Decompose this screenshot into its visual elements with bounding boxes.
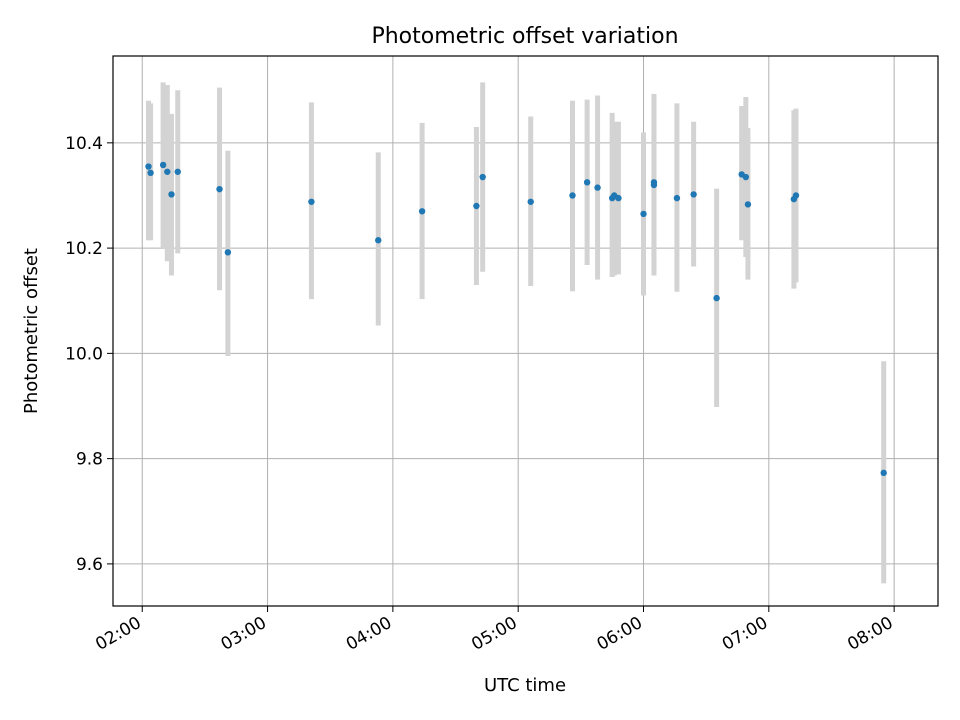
data-point <box>168 191 175 198</box>
data-point <box>673 194 681 202</box>
y-tick-label: 10.2 <box>65 239 103 259</box>
y-tick-label: 10.0 <box>65 344 103 364</box>
data-point <box>880 469 887 477</box>
data-point <box>479 173 486 181</box>
x-axis-label: UTC time <box>484 675 566 696</box>
data-point <box>224 249 232 256</box>
grid <box>113 56 938 606</box>
y-tick-label: 9.8 <box>76 450 103 470</box>
data-point <box>216 185 223 193</box>
data-point <box>792 192 800 199</box>
data-point <box>159 161 167 169</box>
data-point <box>690 191 697 198</box>
y-tick-label: 9.6 <box>76 555 103 575</box>
data-point <box>615 194 622 202</box>
data-point <box>418 208 426 215</box>
data-point <box>640 210 647 218</box>
error-bars <box>146 82 887 584</box>
data-point <box>308 198 315 205</box>
y-axis-label: Photometric offset <box>21 248 42 414</box>
data-point <box>164 168 171 175</box>
data-point <box>583 179 591 186</box>
x-tick-label: 08:00 <box>844 613 896 655</box>
data-point <box>145 163 152 170</box>
data-point <box>527 198 534 205</box>
data-point <box>174 168 181 175</box>
data-point <box>375 237 382 244</box>
x-tick-label: 02:00 <box>92 613 144 655</box>
x-tick-label: 04:00 <box>343 613 395 655</box>
x-tick-label: 07:00 <box>719 613 771 655</box>
x-tick-label: 06:00 <box>594 613 646 655</box>
data-point <box>713 294 720 302</box>
data-points <box>145 161 887 477</box>
data-point <box>594 184 601 191</box>
data-point <box>147 169 154 177</box>
data-point <box>744 201 752 208</box>
plot-frame <box>112 55 939 607</box>
data-point <box>473 202 480 210</box>
data-point <box>742 173 750 181</box>
y-tick-label: 10.4 <box>65 134 103 154</box>
data-point <box>569 192 576 199</box>
y-axis-ticks: 9.6 9.8 10.0 10.2 10.4 <box>65 134 113 575</box>
x-tick-label: 03:00 <box>218 613 270 655</box>
x-tick-label: 05:00 <box>468 613 520 655</box>
chart-title: Photometric offset variation <box>371 24 678 49</box>
data-point <box>650 179 658 186</box>
x-axis-ticks: 02:00 03:00 04:00 05:00 06:00 07:00 08:00 <box>92 606 897 655</box>
